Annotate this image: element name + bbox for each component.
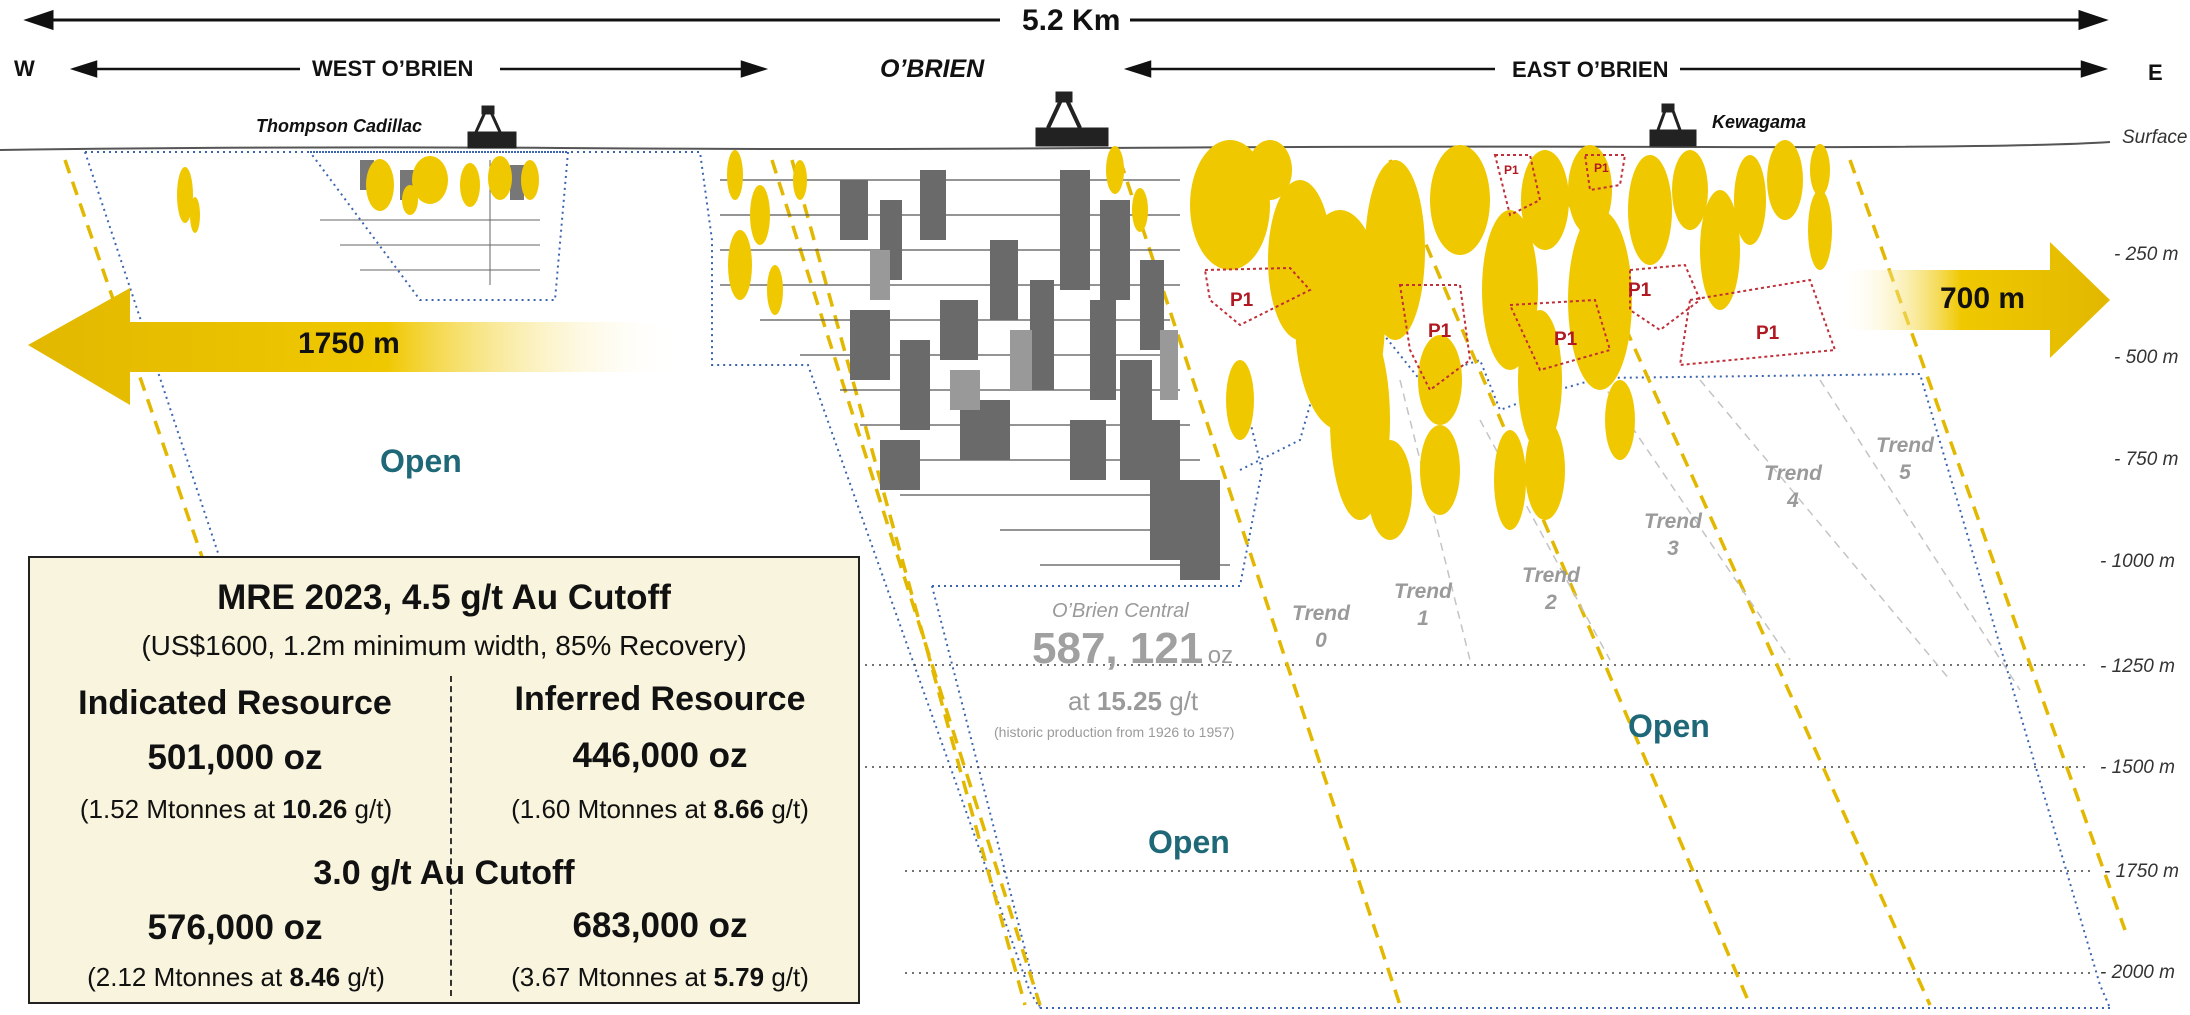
trend-5-label: Trend 5	[1876, 434, 1934, 484]
west-section-arrow	[69, 60, 769, 78]
open-label-west: Open	[380, 443, 462, 479]
inferred-header: Inferred Resource	[514, 680, 806, 718]
trend-guides	[1399, 379, 2021, 691]
kewagama-label: Kewagama	[1712, 112, 1807, 132]
east-arrow-label: 700 m	[1940, 282, 2026, 315]
depth-1500: - 1500 m	[2100, 757, 2175, 778]
central-section-label: O’BRIEN	[880, 55, 985, 83]
inferred-detail-2: (3.67 Mtonnes at 5.79 g/t)	[511, 962, 809, 992]
headframe-thompson	[467, 105, 517, 149]
historic-grade: at 15.25 g/t	[1068, 686, 1199, 716]
depth-surface: Surface	[2122, 127, 2188, 148]
fault-lines	[63, 159, 2127, 1006]
orebodies	[177, 140, 1832, 540]
p1-label: P1	[1756, 323, 1780, 344]
p1-label: P1	[1428, 321, 1452, 342]
cutoff2-title: 3.0 g/t Au Cutoff	[313, 854, 575, 892]
indicated-header: Indicated Resource	[78, 684, 392, 722]
inferred-detail: (1.60 Mtonnes at 8.66 g/t)	[511, 794, 809, 824]
trend-2-label: Trend 2	[1522, 564, 1580, 614]
mre-summary-box: MRE 2023, 4.5 g/t Au Cutoff (US$1600, 1.…	[28, 556, 860, 1004]
surface-line	[0, 141, 2111, 151]
headframe-obrien	[1035, 91, 1109, 147]
trend-3-label: Trend 3	[1644, 510, 1702, 560]
historic-ounces-unit: oz	[1207, 642, 1234, 669]
p1-label: P1	[1554, 329, 1578, 350]
open-label-east: Open	[1628, 708, 1710, 744]
mre-params: (US$1600, 1.2m minimum width, 85% Recove…	[141, 630, 747, 661]
domain-central-left	[931, 585, 1041, 1009]
mre-title: MRE 2023, 4.5 g/t Au Cutoff	[217, 578, 671, 617]
headframe-kewagama	[1649, 103, 1697, 147]
indicated-detail-2: (2.12 Mtonnes at 8.46 g/t)	[87, 962, 385, 992]
depth-250: - 250 m	[2114, 244, 2179, 265]
indicated-oz: 501,000 oz	[147, 738, 323, 777]
east-letter: E	[2148, 60, 2163, 85]
west-letter: W	[14, 56, 35, 81]
p1-label: P1	[1230, 290, 1254, 311]
domain-central	[932, 379, 1264, 587]
indicated-oz-2: 576,000 oz	[147, 908, 323, 947]
thompson-cadillac-label: Thompson Cadillac	[256, 116, 423, 136]
trend-4-label: Trend 4	[1764, 462, 1822, 512]
depth-2000: - 2000 m	[2100, 962, 2175, 983]
depth-500: - 500 m	[2114, 347, 2179, 368]
trend-1-label: Trend 1	[1394, 580, 1452, 630]
east-section-label: EAST O’BRIEN	[1512, 57, 1669, 82]
depth-1750: - 1750 m	[2104, 861, 2179, 882]
total-length-label: 5.2 Km	[1022, 4, 1121, 37]
p1-zones	[1203, 154, 1837, 392]
mre-divider	[450, 676, 452, 996]
indicated-detail: (1.52 Mtonnes at 10.26 g/t)	[79, 794, 393, 824]
domain-west	[85, 151, 1041, 1009]
east-extension-arrow	[1840, 242, 2110, 358]
depth-1000: - 1000 m	[2100, 551, 2175, 572]
west-arrow-label: 1750 m	[298, 327, 400, 360]
historic-ounces-value: 587, 121	[1032, 624, 1204, 673]
total-length-arrow	[23, 9, 2109, 31]
open-label-central: Open	[1148, 824, 1230, 860]
west-section-label: WEST O’BRIEN	[312, 56, 474, 81]
depth-1250: - 1250 m	[2100, 656, 2175, 677]
west-extension-arrow	[28, 288, 680, 405]
historic-note: (historic production from 1926 to 1957)	[994, 724, 1235, 740]
historic-title: O’Brien Central	[1052, 600, 1189, 622]
obrien-workings	[720, 170, 1230, 580]
depth-gridlines	[865, 664, 2090, 974]
p1-label: P1	[1504, 163, 1519, 177]
p1-label: P1	[1594, 161, 1609, 175]
depth-750: - 750 m	[2114, 449, 2179, 470]
inferred-oz: 446,000 oz	[572, 736, 748, 775]
trend-0-label: Trend 0	[1292, 602, 1350, 652]
inferred-oz-2: 683,000 oz	[572, 906, 748, 945]
p1-label: P1	[1628, 280, 1652, 301]
east-section-arrow	[1123, 60, 2109, 78]
historic-ounces: 587, 121 oz	[1032, 624, 1233, 674]
